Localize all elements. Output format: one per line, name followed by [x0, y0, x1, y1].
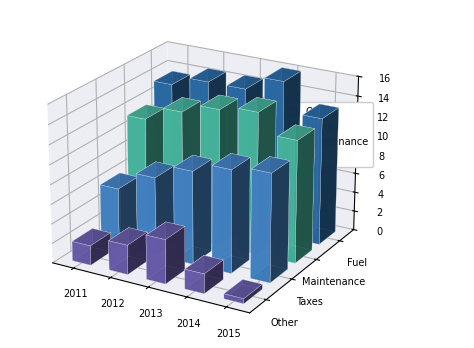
Legend: Other, Taxes, Maintenance, Fuel: Other, Taxes, Maintenance, Fuel — [283, 102, 374, 167]
